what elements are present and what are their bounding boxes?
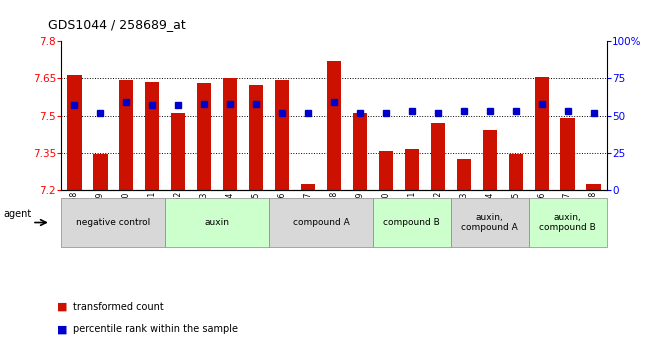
Text: negative control: negative control bbox=[76, 218, 150, 227]
Bar bbox=[94, 154, 108, 190]
Bar bbox=[197, 83, 211, 190]
Bar bbox=[405, 149, 419, 190]
Bar bbox=[249, 85, 263, 190]
Bar bbox=[587, 184, 601, 190]
Bar bbox=[431, 123, 445, 190]
Bar bbox=[67, 75, 81, 190]
Bar bbox=[119, 80, 134, 190]
Bar bbox=[482, 130, 497, 190]
Bar bbox=[560, 118, 574, 190]
Text: compound B: compound B bbox=[383, 218, 440, 227]
Text: auxin: auxin bbox=[204, 218, 230, 227]
Text: compound A: compound A bbox=[293, 218, 349, 227]
Bar bbox=[275, 80, 289, 190]
Text: ■: ■ bbox=[57, 325, 67, 334]
Bar bbox=[223, 79, 237, 190]
Bar bbox=[353, 113, 367, 190]
Text: ■: ■ bbox=[57, 302, 67, 312]
Text: auxin,
compound B: auxin, compound B bbox=[539, 213, 596, 232]
Bar bbox=[379, 151, 393, 190]
Text: transformed count: transformed count bbox=[73, 302, 164, 312]
Bar bbox=[301, 184, 315, 190]
Bar bbox=[145, 82, 160, 190]
Bar bbox=[327, 61, 341, 190]
Text: percentile rank within the sample: percentile rank within the sample bbox=[73, 325, 238, 334]
Bar bbox=[534, 77, 549, 190]
Bar bbox=[457, 159, 471, 190]
Text: GDS1044 / 258689_at: GDS1044 / 258689_at bbox=[48, 18, 186, 31]
Bar bbox=[508, 154, 523, 190]
Bar bbox=[171, 113, 186, 190]
Text: auxin,
compound A: auxin, compound A bbox=[462, 213, 518, 232]
Text: agent: agent bbox=[3, 209, 31, 219]
